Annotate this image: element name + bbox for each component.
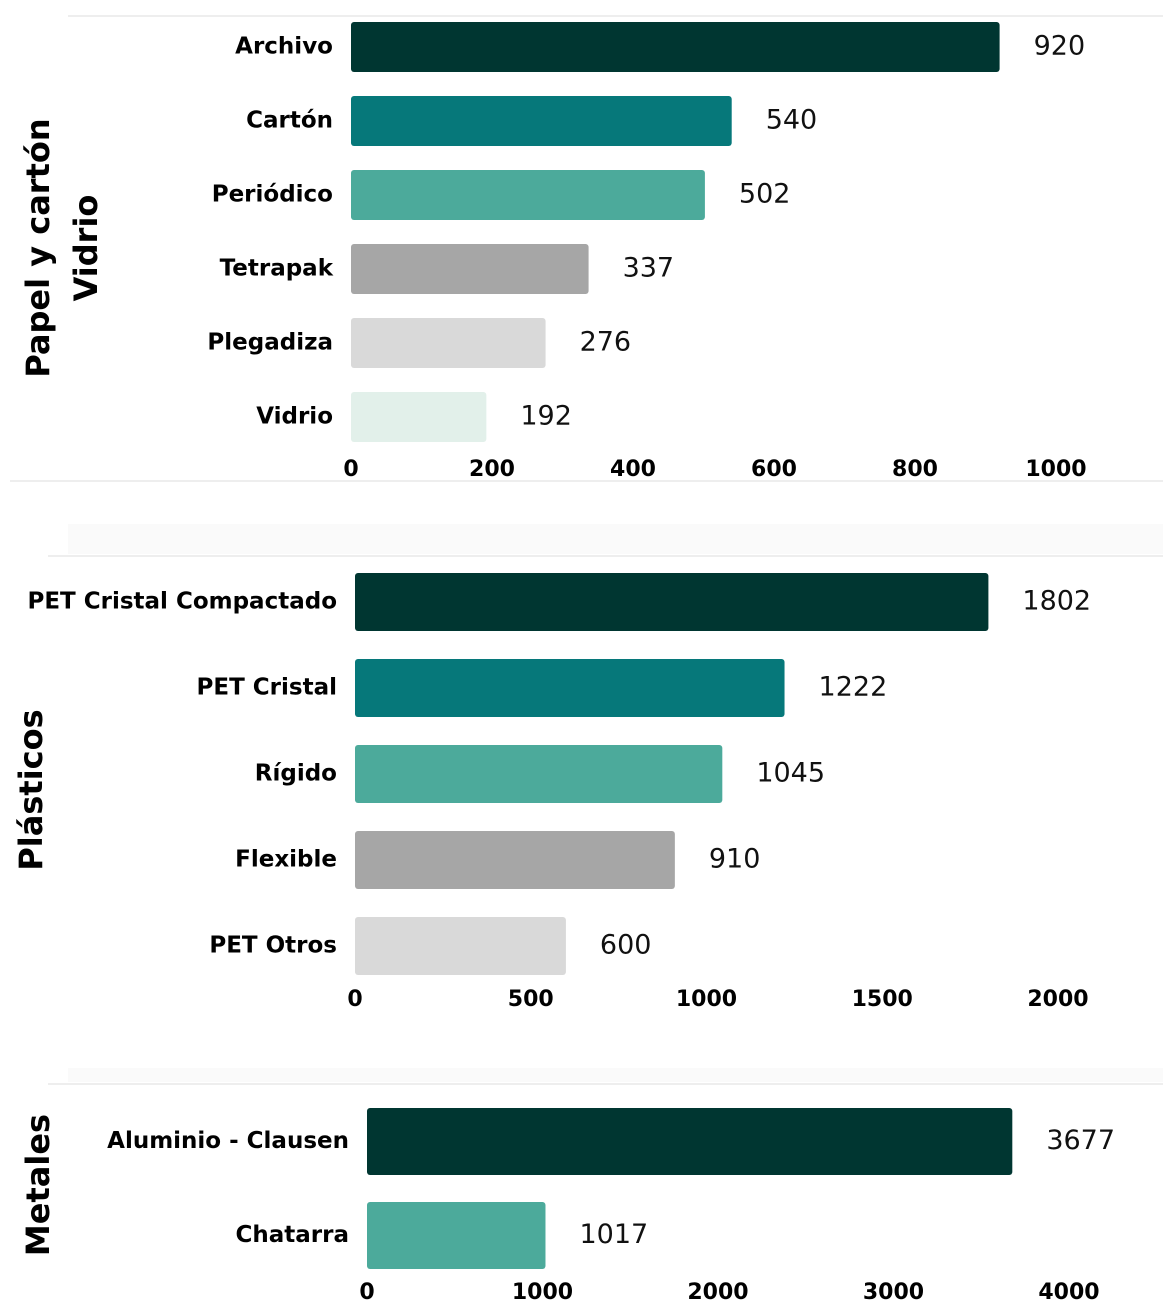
bar: [355, 659, 785, 717]
category-label: Rígido: [255, 761, 337, 787]
x-tick-label: 600: [751, 457, 797, 482]
value-label: 920: [1034, 31, 1086, 62]
category-label: Flexible: [235, 847, 337, 873]
x-tick-label: 1000: [512, 1280, 573, 1302]
value-label: 3677: [1046, 1125, 1115, 1156]
category-label: Plegadiza: [207, 330, 333, 356]
separator-band: [68, 524, 1163, 554]
category-label: Periódico: [212, 182, 333, 208]
bar: [351, 318, 546, 368]
x-tick-label: 1500: [852, 987, 913, 1012]
y-axis-title: Plásticos: [12, 709, 50, 870]
x-tick-label: 1000: [676, 987, 737, 1012]
x-tick-label: 0: [359, 1280, 374, 1302]
value-label: 192: [520, 401, 572, 432]
value-label: 1802: [1022, 586, 1091, 617]
bar: [355, 573, 989, 631]
bar: [367, 1108, 1013, 1175]
value-label: 1017: [579, 1219, 648, 1250]
bar: [351, 244, 589, 294]
value-label: 910: [709, 844, 761, 875]
y-axis-title: Papel y cartón: [19, 118, 57, 377]
x-tick-label: 200: [469, 457, 515, 482]
category-label: PET Cristal: [197, 675, 337, 701]
bar: [355, 831, 675, 889]
category-label: PET Cristal Compactado: [27, 589, 337, 615]
bar: [367, 1202, 546, 1269]
category-label: PET Otros: [209, 933, 337, 959]
bar: [355, 917, 566, 975]
category-label: Tetrapak: [220, 256, 334, 282]
x-tick-label: 0: [343, 457, 358, 482]
value-label: 600: [600, 930, 652, 961]
x-tick-label: 0: [347, 987, 362, 1012]
separator-band: [68, 1068, 1163, 1082]
y-axis-title: Vidrio: [67, 195, 105, 302]
category-label: Archivo: [235, 34, 333, 60]
value-label: 1045: [756, 758, 825, 789]
x-tick-label: 500: [508, 987, 554, 1012]
x-tick-label: 800: [892, 457, 938, 482]
category-label: Vidrio: [256, 404, 333, 430]
x-tick-label: 4000: [1038, 1280, 1099, 1302]
bar: [351, 96, 732, 146]
x-tick-label: 2000: [687, 1280, 748, 1302]
value-label: 337: [623, 253, 675, 284]
y-axis-title: Metales: [19, 1114, 57, 1256]
category-label: Chatarra: [236, 1222, 350, 1248]
value-label: 276: [580, 327, 632, 358]
value-label: 502: [739, 179, 791, 210]
x-tick-label: 1000: [1025, 457, 1086, 482]
bar: [355, 745, 723, 803]
x-tick-label: 400: [610, 457, 656, 482]
x-tick-label: 3000: [863, 1280, 924, 1302]
x-tick-label: 2000: [1027, 987, 1088, 1012]
bar: [351, 170, 705, 220]
bar: [351, 392, 487, 442]
value-label: 540: [766, 105, 818, 136]
value-label: 1222: [819, 672, 888, 703]
bar: [351, 22, 1000, 72]
category-label: Cartón: [246, 108, 333, 134]
category-label: Aluminio - Clausen: [107, 1128, 349, 1154]
